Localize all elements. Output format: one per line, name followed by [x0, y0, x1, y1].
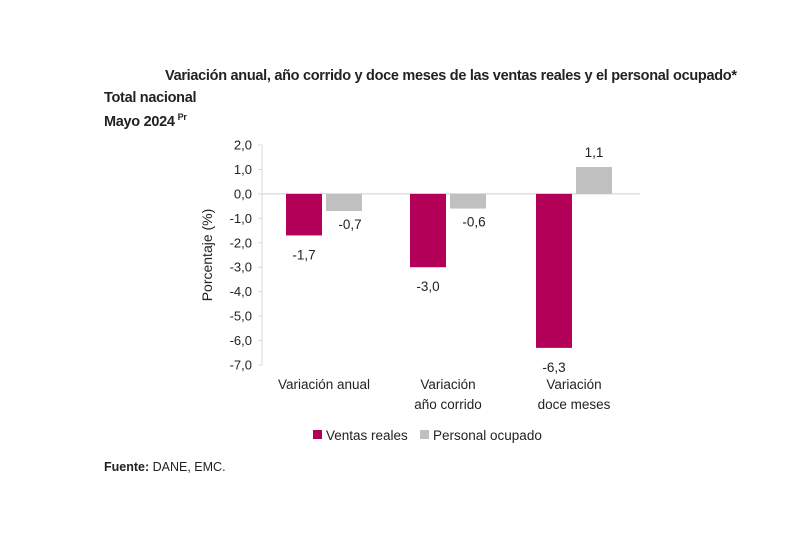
chart-title: Variación anual, año corrido y doce mese…	[165, 68, 737, 84]
chart-subtitle-scope: Total nacional	[104, 90, 197, 106]
source-note: Fuente: DANE, EMC.	[104, 460, 226, 474]
y-tick-label: 0,0	[234, 186, 252, 201]
x-category-label: Variación anual	[278, 377, 370, 392]
bar-ventas-reales	[410, 193, 446, 268]
legend-label: Personal ocupado	[433, 428, 542, 443]
y-axis-title: Porcentaje (%)	[199, 209, 215, 302]
chart-subtitle-period: Mayo 2024 Pr	[104, 112, 187, 130]
y-tick-label: -2,0	[230, 235, 252, 250]
y-tick-label: 2,0	[234, 138, 252, 153]
data-label: -0,7	[338, 217, 361, 232]
bar-personal-ocupado	[450, 193, 486, 209]
data-label: -1,7	[292, 247, 315, 262]
bar-ventas-reales	[286, 193, 322, 236]
source-label: Fuente:	[104, 460, 150, 474]
bar-ventas-reales	[536, 193, 572, 348]
data-label: 1,1	[585, 145, 604, 160]
data-label: -0,6	[462, 215, 485, 230]
y-tick-label: -4,0	[230, 284, 252, 299]
bar-personal-ocupado	[326, 193, 362, 211]
period-text: Mayo 2024	[104, 114, 175, 130]
y-tick-label: -3,0	[230, 260, 252, 275]
x-category-label: doce meses	[538, 397, 611, 412]
legend-swatch-personal-ocupado	[420, 430, 429, 439]
data-label: -3,0	[416, 279, 439, 294]
x-category-label: Variación	[420, 377, 475, 392]
legend-swatch-ventas-reales	[313, 430, 322, 439]
y-tick-label: -6,0	[230, 333, 252, 348]
bar-personal-ocupado	[576, 167, 612, 194]
x-category-label: año corrido	[414, 397, 482, 412]
y-tick-label: 1,0	[234, 162, 252, 177]
data-label: -6,3	[542, 360, 565, 375]
y-tick-label: -7,0	[230, 358, 252, 373]
y-tick-label: -1,0	[230, 211, 252, 226]
y-tick-label: -5,0	[230, 309, 252, 324]
legend-label: Ventas reales	[326, 428, 408, 443]
x-category-label: Variación	[546, 377, 601, 392]
preliminary-mark: Pr	[177, 112, 187, 122]
source-text: DANE, EMC.	[149, 460, 226, 474]
